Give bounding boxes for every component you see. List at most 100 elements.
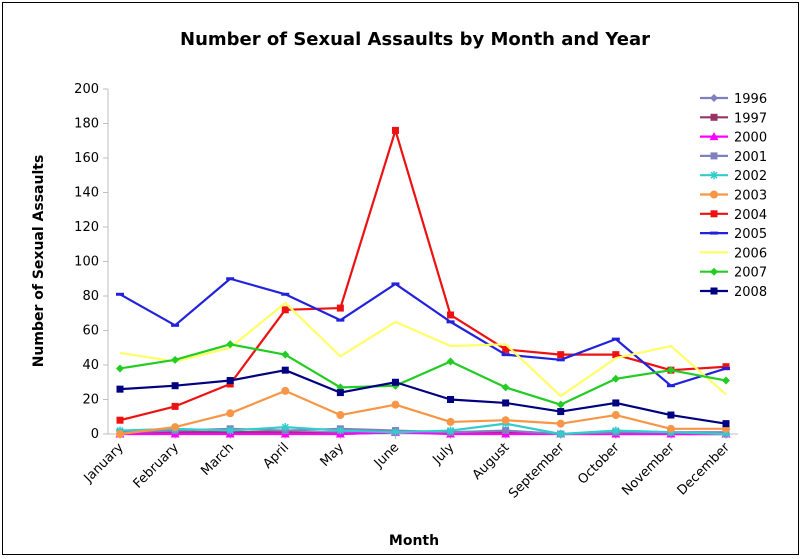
y-tick-label: 120 [74,220,99,235]
data-point-2008 [391,378,399,386]
data-point-2003 [446,417,455,426]
series-line-2004 [119,129,727,422]
data-point-2004 [447,311,455,319]
data-point-2005 [171,323,180,327]
x-tick-label: August [470,440,513,483]
legend-label: 2000 [734,131,767,146]
legend-label: 1997 [734,111,767,126]
data-point-2003 [336,411,345,420]
data-point-2007 [722,376,730,385]
data-point-2007 [171,355,180,364]
legend-marker-2001 [710,152,718,160]
legend-item-2003: 2003 [700,189,767,204]
legend-marker-2002 [710,171,718,180]
data-point-2005 [501,353,510,357]
y-tick-label: 60 [82,324,99,339]
y-tick-label: 200 [74,82,99,97]
x-axis-title: Month [389,533,439,549]
legend-label: 2005 [734,227,767,242]
data-point-2005 [446,320,455,324]
series-layer [115,126,731,438]
data-point-2004 [171,402,179,410]
legend-label: 2008 [734,285,767,300]
data-point-2001 [502,427,510,435]
series-2008 [116,366,730,428]
legend-item-2006: 2006 [700,246,767,261]
data-point-2005 [391,282,400,286]
data-point-2002 [391,428,400,437]
data-point-2007 [446,357,455,366]
y-tick-label: 140 [74,186,99,201]
data-point-2007 [666,366,675,375]
legend-label: 2006 [734,246,767,261]
legend-item-2002: 2002 [700,169,767,184]
x-tick-label: February [131,440,183,492]
data-point-2004 [722,363,730,371]
data-point-2007 [556,400,565,409]
legend-marker-2008 [710,287,718,295]
legend-label: 2001 [734,150,767,165]
legend: 1996 1997 2000 2001 2002 2003 2004 2005 2006 2007… [700,92,767,300]
y-tick-label: 80 [82,289,99,304]
data-point-2005 [556,358,565,362]
data-point-2008 [667,411,675,419]
legend-marker-2007 [710,267,718,276]
series-line-2008 [119,369,727,425]
data-point-2005 [666,384,675,388]
series-2007 [116,340,730,409]
data-point-2008 [171,382,179,390]
x-tick-label: January [81,440,127,486]
legend-label: 2003 [734,189,767,204]
series-2003 [116,386,730,438]
y-tick-label: 160 [74,151,99,166]
legend-label: 1996 [734,92,767,107]
data-point-2005 [281,292,290,296]
x-tick-label: July [430,440,458,468]
data-point-2004 [391,126,399,134]
y-tick-label: 20 [82,393,99,408]
line-chart: Number of Sexual Assaults by Month and Y… [31,29,767,549]
series-2005 [116,277,730,388]
data-point-2008 [226,377,234,385]
data-point-2008 [502,399,510,407]
data-point-2005 [722,366,730,370]
data-point-2004 [502,345,510,353]
series-line-2003 [119,389,726,436]
y-axis-title: Number of Sexual Assaults [31,155,47,368]
y-tick-label: 40 [82,358,99,373]
data-point-2002 [281,423,290,432]
data-point-2003 [171,423,180,432]
x-tick-label: June [371,440,402,471]
data-point-2002 [446,426,455,435]
data-point-2002 [611,426,620,435]
data-point-2003 [501,416,510,425]
data-point-2004 [612,351,620,359]
data-point-2008 [336,389,344,397]
data-point-2002 [226,426,235,435]
data-point-2007 [226,340,235,349]
series-line-2007 [119,343,727,406]
data-point-2007 [281,350,290,359]
series-line-2000 [120,431,726,436]
data-point-2005 [116,292,124,296]
data-point-2003 [666,424,675,433]
data-point-2003 [281,386,290,395]
data-point-2003 [556,419,565,428]
series-line-2006 [119,301,727,398]
data-point-2002 [556,430,565,438]
data-point-2005 [226,277,235,281]
data-point-2004 [281,306,289,314]
legend-label: 2004 [734,208,767,223]
legend-item-1997: 1997 [700,111,767,126]
y-tick-label: 180 [74,117,99,132]
data-point-2005 [611,337,620,341]
legend-marker-1997 [710,113,718,121]
legend-item-2005: 2005 [700,227,767,242]
data-point-2005 [336,318,345,322]
data-point-2008 [722,420,730,428]
x-tick-label: April [260,440,292,472]
data-point-2008 [447,396,455,403]
data-point-2003 [116,430,124,438]
x-tick-label: May [318,440,348,470]
